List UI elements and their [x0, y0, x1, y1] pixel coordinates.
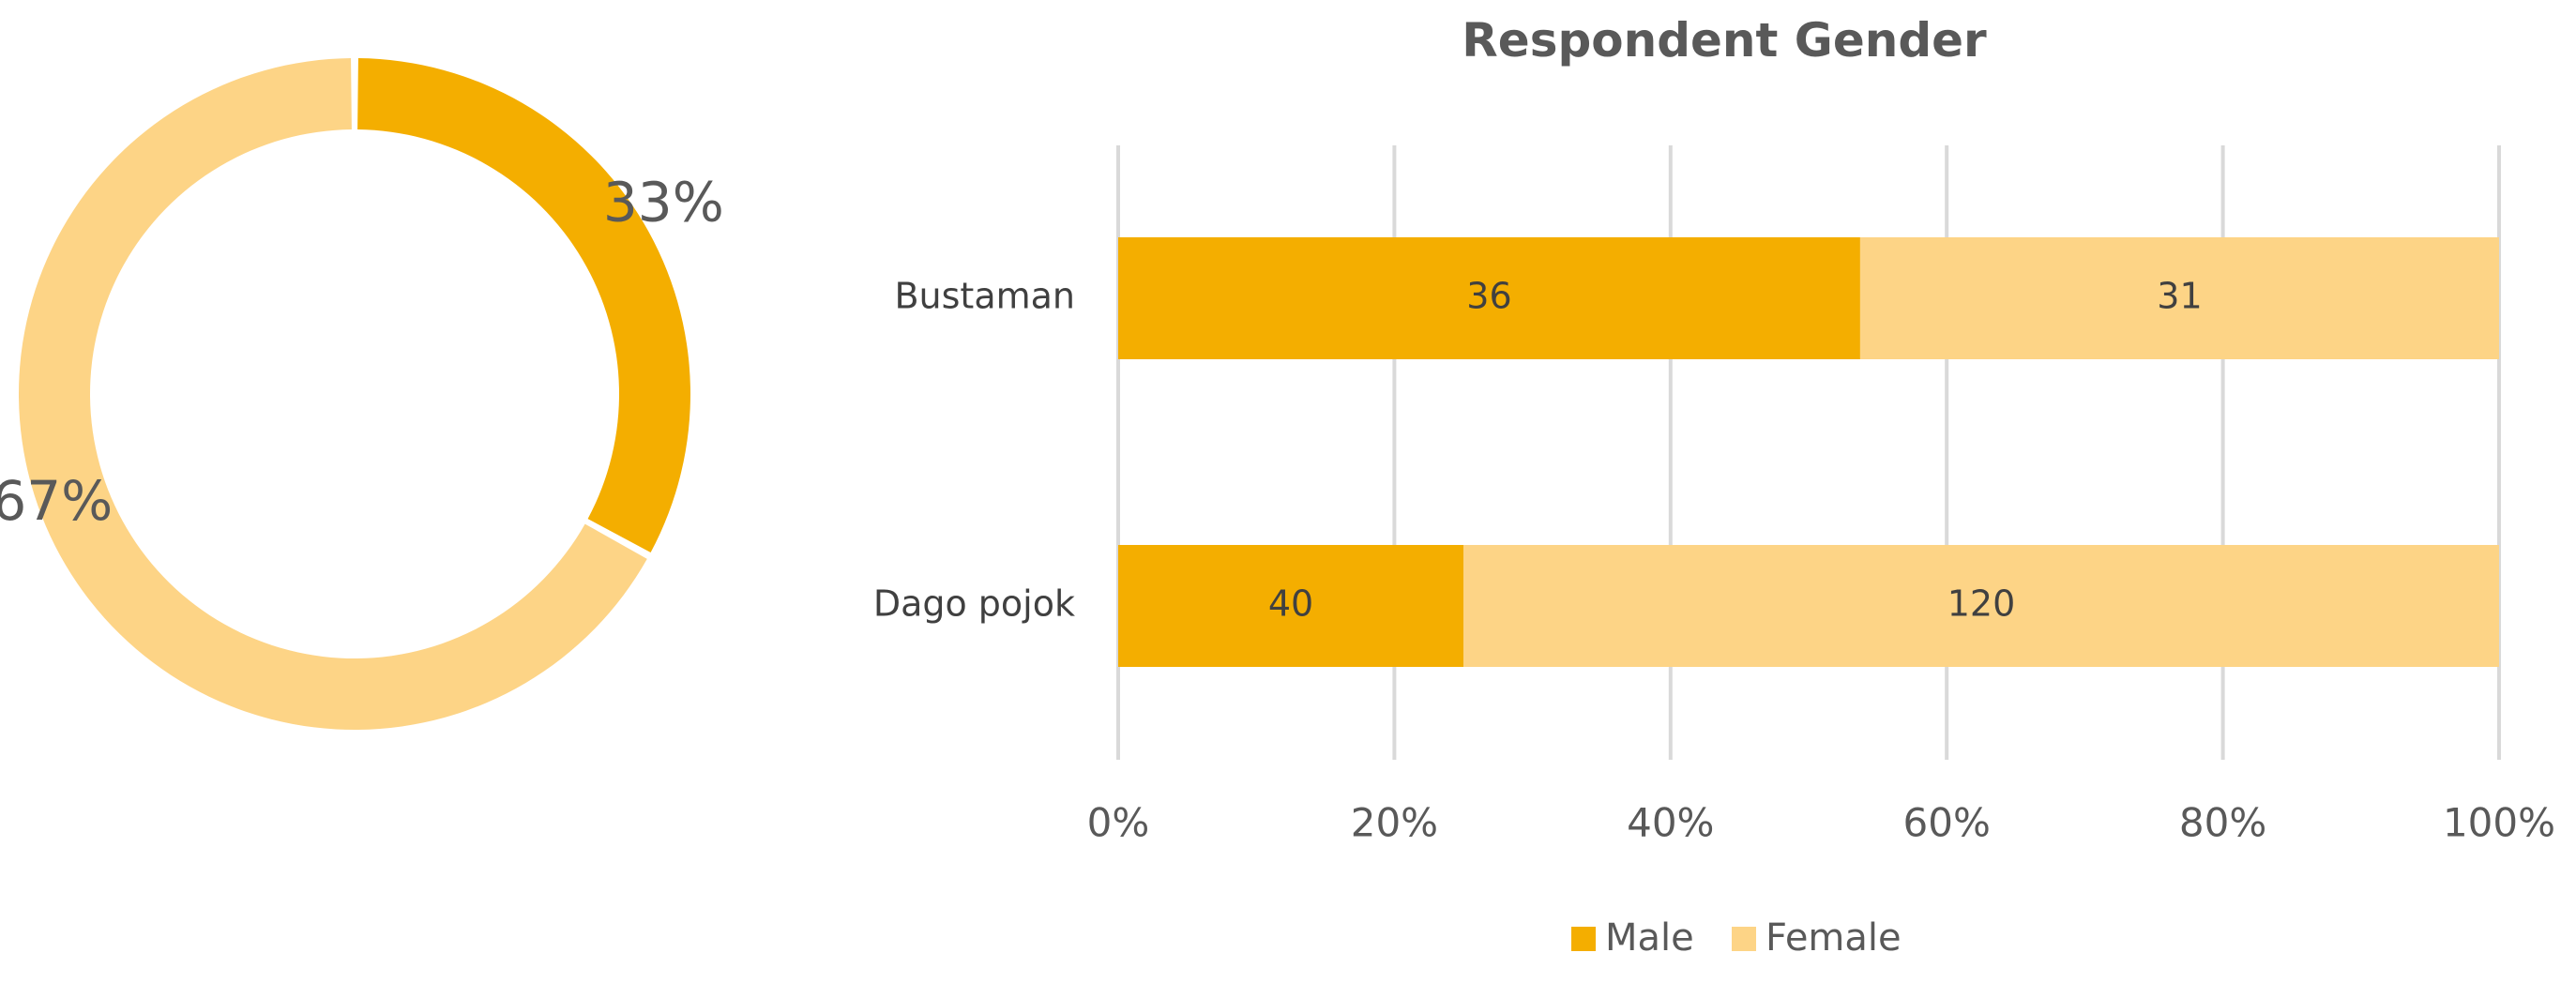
data-label: 36	[1466, 276, 1511, 317]
legend-label-female: Female	[1765, 916, 1902, 960]
x-tick-label: 40%	[1627, 800, 1714, 846]
category-label: Bustaman	[894, 276, 1075, 317]
legend-swatch-male	[1571, 927, 1596, 951]
donut-chart: 33% 67%	[0, 58, 724, 730]
x-tick-label: 0%	[1087, 800, 1150, 846]
bar-female	[1463, 545, 2499, 667]
legend-label-male: Male	[1605, 916, 1694, 960]
category-labels: Bustaman Dago pojok	[873, 276, 1075, 625]
legend-swatch-female	[1732, 927, 1756, 951]
category-label: Dago pojok	[873, 583, 1075, 625]
x-tick-label: 80%	[2179, 800, 2266, 846]
bar-male	[1118, 545, 1463, 667]
data-label: 120	[1947, 583, 2016, 625]
data-label: 31	[2157, 276, 2202, 317]
donut-label-female: 67%	[0, 469, 113, 533]
x-tick-label: 100%	[2443, 800, 2555, 846]
donut-slice-male	[357, 58, 690, 553]
bar-female	[1859, 237, 2499, 359]
bars: 36 31 40 120	[1118, 237, 2499, 667]
x-tick-labels: 0% 20% 40% 60% 80% 100%	[1087, 800, 2555, 846]
x-tick-label: 20%	[1351, 800, 1438, 846]
data-label: 40	[1268, 583, 1313, 625]
bar-male	[1118, 237, 1860, 359]
chart-title: Respondent Gender	[1462, 13, 1987, 68]
x-tick-label: 60%	[1903, 800, 1991, 846]
bar-chart: Respondent Gender 36 31 40 120 Bustaman Dago…	[873, 13, 2555, 960]
legend: Male Female	[1571, 916, 1902, 960]
donut-label-male: 33%	[603, 171, 724, 234]
